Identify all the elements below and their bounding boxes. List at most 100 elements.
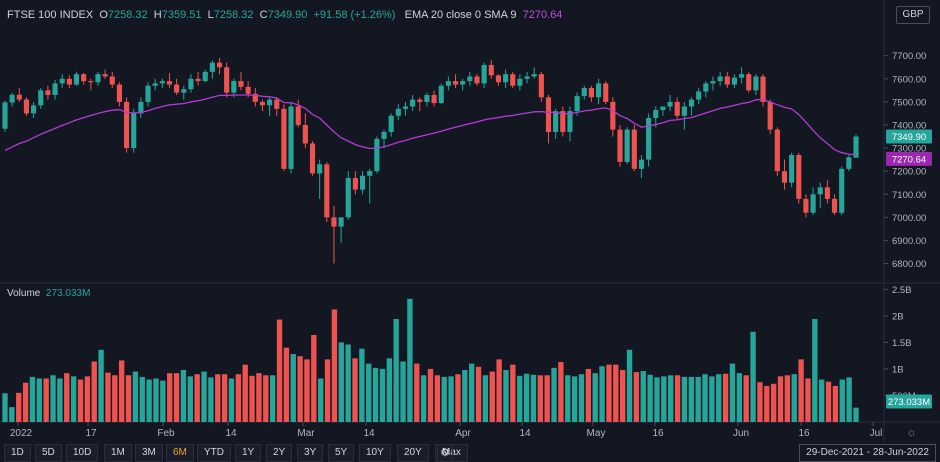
price-tick-label: 7500.00 [892,97,926,108]
volume-bar [750,331,756,422]
candle-body [560,111,566,132]
volume-bar [503,369,509,422]
indicator-label: EMA 20 close 0 SMA 9 [404,9,517,21]
candle-body [181,89,187,93]
range-button-1y[interactable]: 1Y [235,444,262,462]
ema-value: 7270.64 [522,9,563,21]
volume-bar [661,376,667,422]
volume-bar [77,379,84,422]
ohlc-header: FTSE 100 INDEX O7258.32 H7359.51 L7258.3… [7,9,563,21]
date-range-display[interactable]: 29-Dec-2021 - 28-Jun-2022 [799,444,936,462]
volume-bar [805,378,811,422]
candle-body [395,108,401,116]
volume-bar [208,377,214,422]
volume-bar [448,376,454,422]
volume-bar [372,367,379,422]
volume-bar [722,373,729,422]
volume-bar [139,376,145,422]
volume-bar [702,374,708,422]
time-tick-label: 16 [652,428,664,439]
range-button-6m[interactable]: 6M [166,444,194,462]
volume-bar [613,364,619,422]
candle-body [753,76,759,91]
currency-selector[interactable]: GBP [896,6,930,24]
volume-bar [311,334,317,422]
volume-bar [338,342,344,422]
candle-body [331,217,337,227]
candle-body [646,118,652,160]
volume-bar [455,374,461,422]
range-button-2y[interactable]: 2Y [266,444,293,462]
candle-body [524,76,530,79]
candle-body [317,164,323,174]
price-tick-label: 7000.00 [892,213,926,224]
candle-body [45,90,51,95]
candle-body [359,175,366,190]
ema-line [4,94,857,156]
range-button-10y[interactable]: 10Y [359,444,391,462]
range-button-3y[interactable]: 3Y [297,444,324,462]
candle-body [417,99,423,102]
candle-body [424,94,430,102]
candle-body [367,171,373,176]
range-button-5d[interactable]: 5D [35,444,62,462]
candle-body [824,187,830,199]
volume-bar [43,378,49,422]
volume-bar [688,376,694,422]
volume-bar [132,371,139,422]
volume-bar [441,376,447,422]
change-value: +91.58 (+1.26%) [313,9,396,21]
volume-bar [173,373,180,422]
candle-body [123,101,130,149]
candle-body [574,96,580,112]
candle-body [588,88,594,98]
volume-bar [647,374,653,422]
range-button-3m[interactable]: 3M [135,444,163,462]
price-tick-label: 6900.00 [892,236,926,247]
volume-bar [400,361,406,422]
candle-body [309,143,316,174]
candle-body [831,198,838,213]
range-button-1d[interactable]: 1D [4,444,31,462]
candle-body [803,198,809,213]
candle-body [59,78,65,84]
volume-bar [798,359,804,422]
candle-body [267,99,273,106]
candle-body [52,83,58,95]
range-button-5y[interactable]: 5Y [328,444,355,462]
volume-bar [523,373,530,422]
candle-body [66,78,72,85]
candle-body [717,76,723,82]
price-tick-label: 6800.00 [892,259,926,270]
chart-settings-icon[interactable]: ☼ [906,425,917,439]
volume-bar [125,375,132,422]
volume-bar [386,358,392,422]
volume-bar [832,385,839,422]
volume-bar [551,367,557,422]
candle-body [195,78,201,82]
volume-bar [674,375,681,422]
range-button-1m[interactable]: 1M [104,444,132,462]
candle-body [653,109,659,119]
toolbar-settings-icon[interactable]: ⚙ [437,444,453,462]
volume-bar [146,379,152,422]
candle-body [95,74,101,83]
volume-bar [379,368,386,422]
volume-bar [736,373,743,422]
volume-bar [420,375,427,422]
last-price-tag: 7349.90 [892,132,926,143]
range-button-10d[interactable]: 10D [66,444,99,462]
volume-bar [118,360,125,422]
range-button-ytd[interactable]: YTD [197,444,231,462]
volume-bar [304,359,310,422]
volume-bar [578,374,585,422]
volume-bar [70,376,77,422]
candle-body [102,74,108,77]
candle-body [724,76,730,85]
volume-bar [269,375,276,422]
candle-body [431,94,437,104]
candle-body [710,81,716,84]
range-button-20y[interactable]: 20Y [397,444,429,462]
price-volume-chart[interactable]: 7700.00 7600.00 7500.00 7400.00 7300.00 7200.… [0,0,940,442]
candle-body [567,111,573,132]
